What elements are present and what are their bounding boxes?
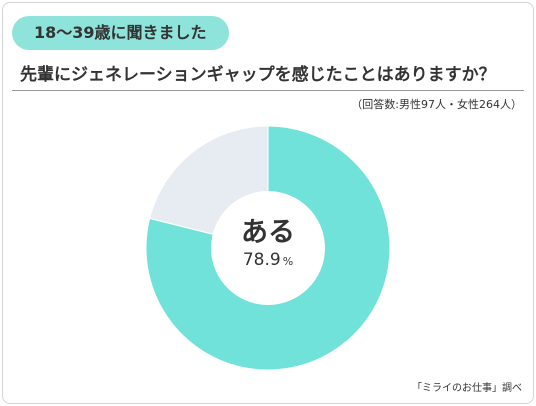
- center-label: ある: [241, 217, 295, 248]
- center-value-number: 78.9: [243, 250, 281, 270]
- center-value-unit: %: [283, 255, 293, 268]
- sample-size-note: （回答数:男性97人・女性264人）: [351, 98, 522, 111]
- divider: [12, 90, 524, 91]
- donut-hole: [211, 191, 325, 305]
- age-badge: 18〜39歳に聞きました: [12, 16, 229, 50]
- center-value: 78.9%: [243, 250, 293, 270]
- survey-question: 先輩にジェネレーションギャップを感じたことはありますか？: [20, 65, 496, 85]
- source-credit: 「ミライのお仕事」調べ: [412, 383, 522, 394]
